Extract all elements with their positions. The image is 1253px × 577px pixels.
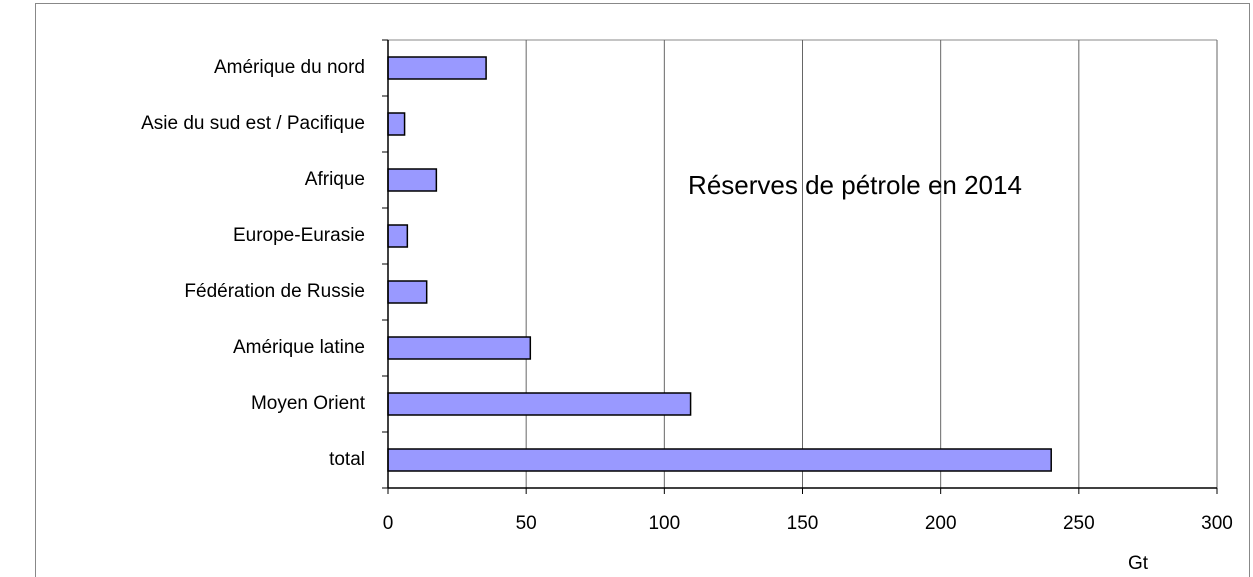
x-tick-label: 250 [1063,513,1095,534]
y-tick-label: Asie du sud est / Pacifique [141,113,365,134]
x-tick-label: 0 [383,513,394,534]
bar [387,56,487,80]
y-tick-label: Amérique du nord [214,57,365,78]
y-tick-label: Amérique latine [233,337,365,358]
x-tick-label: 300 [1201,513,1233,534]
chart-title: Réserves de pétrole en 2014 [688,170,1022,200]
y-tick-label: Moyen Orient [251,393,366,414]
x-axis-label: Gt [1128,553,1149,574]
x-tick-label: 50 [516,513,537,534]
bar [387,448,1052,472]
y-tick-label: Europe-Eurasie [233,225,365,246]
bar [387,280,428,304]
bar [387,112,406,136]
bar [387,392,692,416]
plot-area: 0 50 100 150 200 250 300 Amérique du nord Asie d… [141,39,1233,534]
bar [387,224,409,248]
x-tick-label: 200 [925,513,957,534]
chart-border [35,3,1250,577]
y-tick-label: Fédération de Russie [184,281,365,302]
x-tick-label: 100 [648,513,680,534]
y-tick-label: Afrique [305,169,365,190]
bar [387,168,438,192]
y-tick-label: total [329,449,365,470]
bar [387,336,532,360]
x-tick-label: 150 [787,513,819,534]
